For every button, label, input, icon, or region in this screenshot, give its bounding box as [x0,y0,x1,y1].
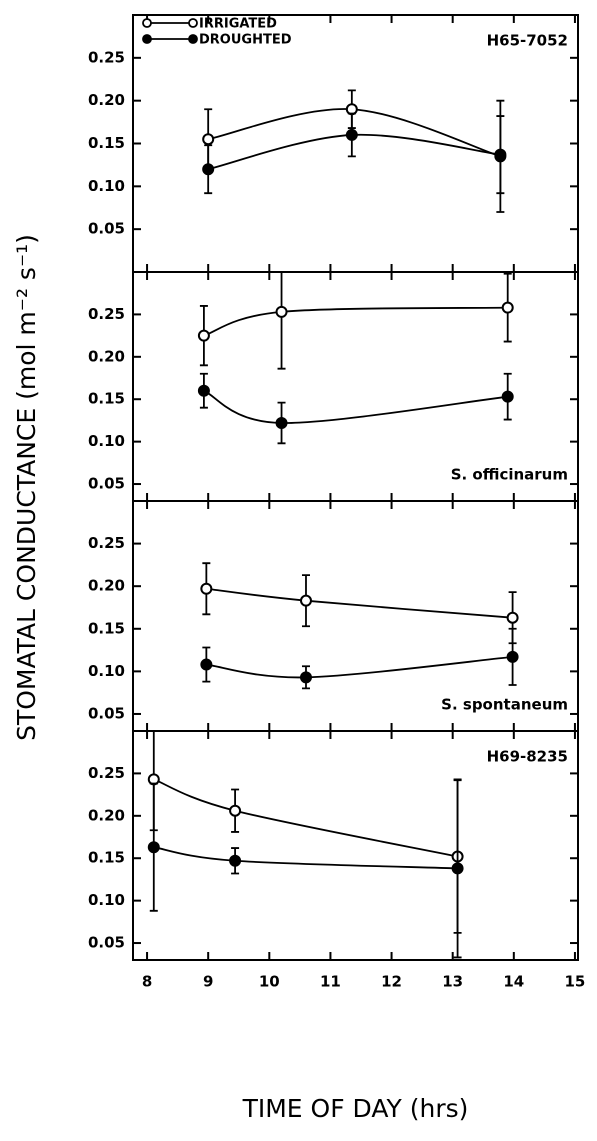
plot-area [200,562,519,690]
x-tick-label: 11 [320,973,341,991]
series-line [153,778,458,858]
panel-label: S. officinarum [451,466,568,484]
y-tick-label: 0.25 [88,534,125,552]
y-tick-label: 0.15 [88,134,125,152]
legend-label: DROUGHTED [199,33,292,48]
data-point [200,658,213,671]
data-point [494,148,507,161]
panel-label: H65-7052 [487,32,568,50]
y-tick-label: 0.20 [88,806,125,824]
x-tick-label: 8 [142,973,152,991]
data-point [147,841,160,854]
y-tick-label: 0.10 [88,432,125,450]
legend-marker [188,18,198,28]
series-line [206,587,513,619]
data-point [229,854,242,867]
y-tick-label: 0.10 [88,177,125,195]
data-point [506,611,519,624]
data-point [202,163,215,176]
y-tick-label: 0.25 [88,764,125,782]
plot-frame [132,14,579,273]
data-point [299,594,312,607]
y-tick-label: 0.05 [88,220,125,238]
x-tick-label: 10 [259,973,280,991]
data-point [197,329,210,342]
series-line [203,306,508,337]
y-axis-label: STOMATAL CONDUCTANCE (mol m⁻² s⁻¹) [12,234,41,741]
y-tick-label: 0.20 [88,577,125,595]
plot-area [202,89,507,213]
data-point [299,671,312,684]
panel-label: H69-8235 [487,748,568,766]
plot-area [197,272,514,445]
data-point [506,650,519,663]
legend-marker [188,34,198,44]
y-tick-label: 0.20 [88,347,125,365]
legend-marker [142,18,152,28]
x-tick-label: 15 [565,973,586,991]
x-tick-label: 9 [203,973,213,991]
series-line [206,655,513,679]
y-tick-label: 0.25 [88,305,125,323]
y-tick-label: 0.10 [88,891,125,909]
x-tick-label: 14 [503,973,524,991]
y-tick-label: 0.20 [88,91,125,109]
y-tick-label: 0.05 [88,704,125,722]
data-point [501,390,514,403]
data-point [202,133,215,146]
y-tick-label: 0.15 [88,390,125,408]
x-axis-label: TIME OF DAY (hrs) [242,1094,469,1123]
plot-area [147,731,464,959]
y-tick-label: 0.15 [88,849,125,867]
y-tick-label: 0.10 [88,662,125,680]
data-point [345,128,358,141]
x-tick-label: 13 [442,973,463,991]
data-point [501,301,514,314]
data-point [451,862,464,875]
legend-marker [142,34,152,44]
data-point [200,582,213,595]
y-tick-label: 0.25 [88,48,125,66]
panel-label: S. spontaneum [441,696,568,714]
y-tick-label: 0.05 [88,934,125,952]
plot-frame [132,730,579,961]
y-tick-label: 0.15 [88,619,125,637]
data-point [197,384,210,397]
data-point [275,416,288,429]
data-point [275,305,288,318]
series-line [203,389,508,424]
y-tick-label: 0.05 [88,475,125,493]
legend-label: IRRIGATED [199,17,277,32]
series-line [153,846,458,870]
data-point [229,804,242,817]
x-tick-label: 12 [381,973,402,991]
